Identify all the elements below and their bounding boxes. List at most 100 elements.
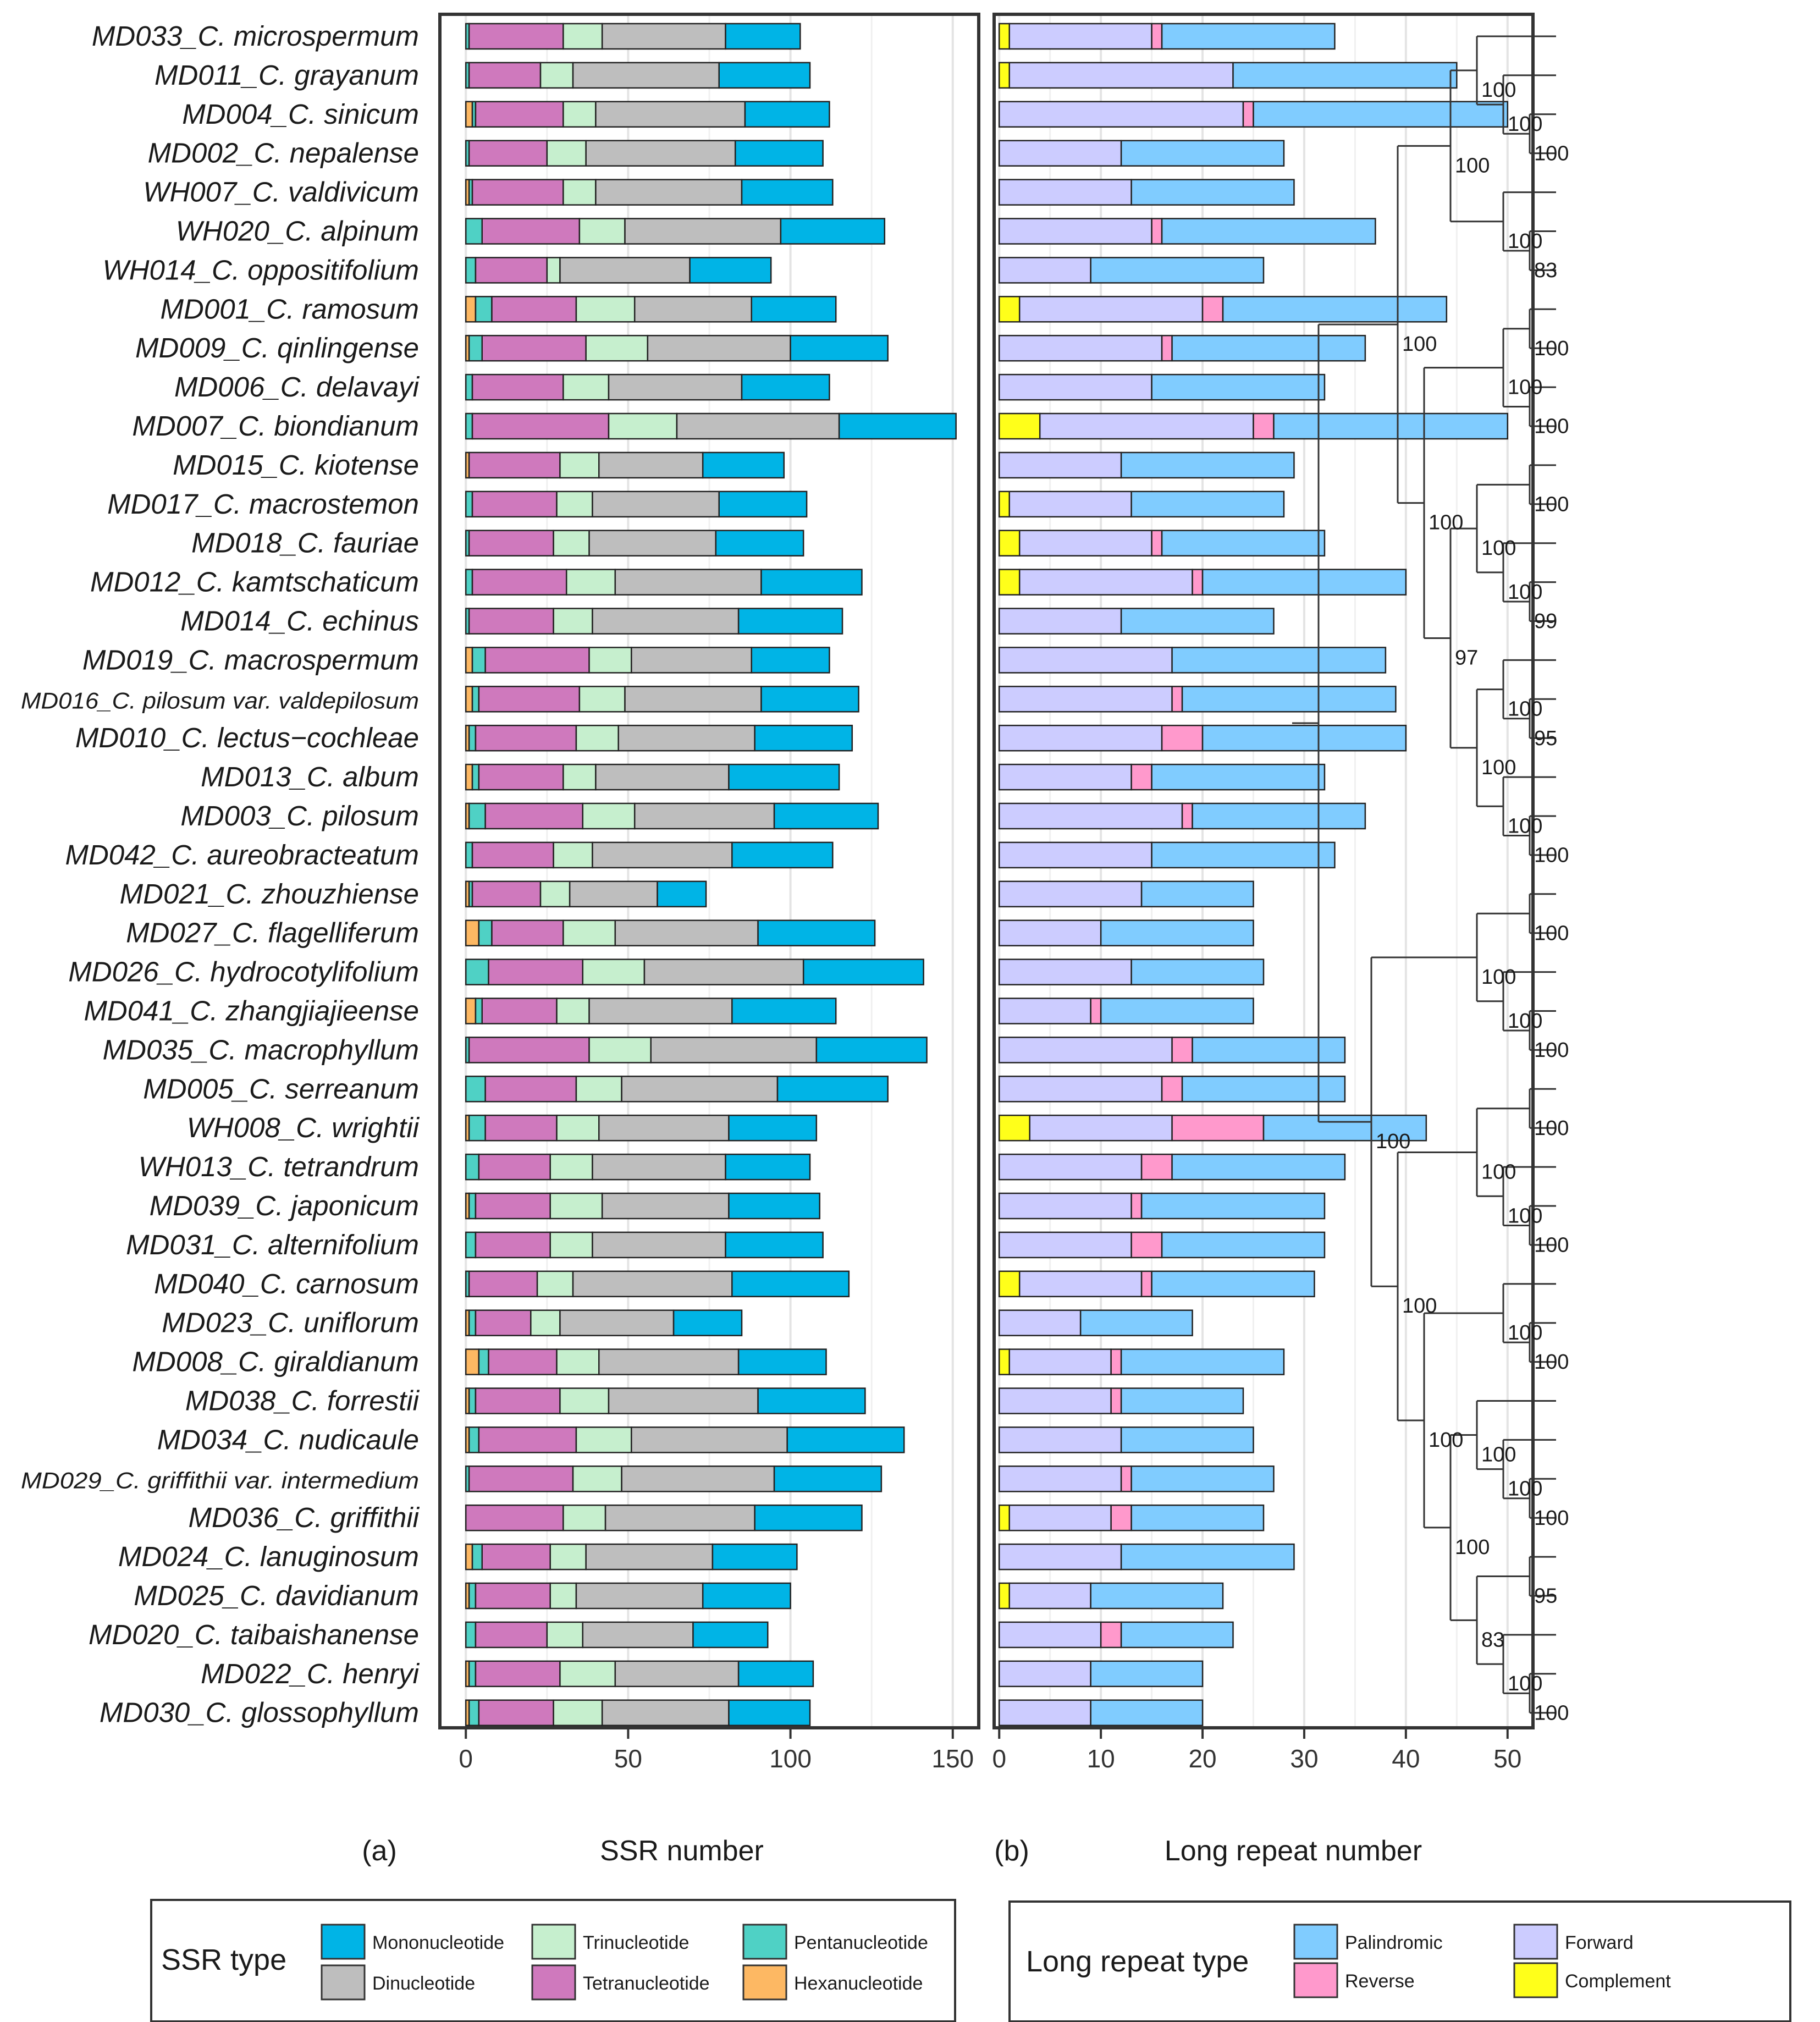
ssr-bar-pentanucleotide-8 — [468, 334, 483, 362]
ssr-bar-tetranucleotide-32 — [468, 1270, 538, 1298]
ssr-bar-tetranucleotide-21 — [471, 841, 554, 869]
ssr-legend-swatch — [321, 1924, 366, 1960]
ssr-bar-pentanucleotide-27 — [465, 1076, 486, 1103]
ssr-bar-tetranucleotide-31 — [475, 1231, 551, 1259]
repeat-bar-forward-8 — [998, 334, 1163, 362]
long-repeat-legend-items: Palindromic Reverse Forward Complement — [1293, 1924, 1671, 1998]
ssr-bar-dinucleotide-15 — [592, 608, 740, 635]
ssr-bar-mononucleotide-31 — [725, 1231, 824, 1259]
repeat-bar-palindromic-15 — [1120, 608, 1275, 635]
ssr-bar-dinucleotide-22 — [569, 880, 658, 908]
repeat-bar-palindromic-2 — [1253, 101, 1509, 128]
repeat-bar-forward-41 — [998, 1621, 1102, 1649]
ssr-bar-dinucleotide-32 — [572, 1270, 733, 1298]
repeat-bar-palindromic-18 — [1201, 724, 1407, 752]
bootstrap-label: 100 — [1481, 966, 1516, 989]
repeat-bar-palindromic-14 — [1201, 569, 1407, 596]
ssr-bar-mononucleotide-23 — [757, 919, 876, 946]
repeat-bar-palindromic-11 — [1120, 451, 1295, 479]
ssr-bar-dinucleotide-4 — [595, 179, 743, 206]
species-label: MD023_C. uniflorum — [162, 1307, 419, 1338]
repeat-bar-complement-34 — [998, 1348, 1010, 1375]
ssr-bar-dinucleotide-28 — [598, 1114, 730, 1142]
ssr-bar-trinucleotide-24 — [582, 958, 646, 985]
ssr-bar-pentanucleotide-16 — [471, 647, 486, 674]
ssr-bar-trinucleotide-40 — [549, 1582, 577, 1610]
ssr-bar-pentanucleotide-28 — [468, 1114, 486, 1142]
repeat-bar-forward-9 — [998, 373, 1152, 401]
ssr-bar-hexanucleotide-7 — [465, 296, 477, 323]
repeat-tick-label: 0 — [992, 1744, 1006, 1773]
ssr-bar-dinucleotide-37 — [621, 1465, 775, 1492]
repeat-bar-reverse-30 — [1130, 1192, 1143, 1220]
repeat-bar-palindromic-8 — [1171, 334, 1366, 362]
ssr-bar-mononucleotide-2 — [744, 101, 830, 128]
repeat-bar-reverse-29 — [1140, 1153, 1173, 1181]
ssr-bar-tetranucleotide-19 — [478, 763, 564, 791]
species-label: MD003_C. pilosum — [180, 800, 419, 831]
repeat-tick-label: 30 — [1290, 1744, 1318, 1773]
ssr-bar-dinucleotide-23 — [614, 919, 759, 946]
ssr-bar-tetranucleotide-34 — [488, 1348, 558, 1375]
ssr-bar-dinucleotide-30 — [601, 1192, 730, 1220]
ssr-bar-dinucleotide-11 — [598, 451, 704, 479]
species-label: MD034_C. nudicaule — [157, 1424, 419, 1455]
ssr-bar-trinucleotide-12 — [556, 491, 593, 518]
species-label: MD007_C. biondianum — [132, 410, 419, 442]
repeat-bar-forward-0 — [1008, 23, 1152, 50]
ssr-bar-mononucleotide-41 — [692, 1621, 769, 1649]
bootstrap-label: 100 — [1508, 230, 1542, 253]
species-label: MD002_C. nepalense — [148, 137, 419, 169]
ssr-bar-tetranucleotide-10 — [471, 412, 610, 440]
repeat-bar-palindromic-1 — [1232, 62, 1458, 89]
long-repeat-legend: Long repeat type Palindromic Reverse Forwa… — [1008, 1900, 1791, 2022]
ssr-bar-pentanucleotide-40 — [468, 1582, 477, 1610]
species-label: MD018_C. fauriae — [191, 527, 419, 559]
panel-a-x-axis-title: SSR number — [600, 1835, 764, 1867]
bootstrap-label: 100 — [1455, 154, 1490, 177]
species-label: MD026_C. hydrocotylifolium — [68, 956, 419, 988]
ssr-bar-hexanucleotide-2 — [465, 101, 473, 128]
repeat-bar-forward-2 — [998, 101, 1244, 128]
ssr-bar-trinucleotide-14 — [565, 569, 616, 596]
ssr-bar-pentanucleotide-20 — [468, 802, 486, 830]
repeat-bar-forward-27 — [998, 1076, 1163, 1103]
repeat-tick-label: 20 — [1188, 1744, 1216, 1773]
species-label: MD027_C. flagelliferum — [126, 917, 419, 949]
ssr-bar-tetranucleotide-33 — [475, 1309, 532, 1336]
repeat-bar-forward-23 — [998, 919, 1102, 946]
species-label: MD008_C. giraldianum — [132, 1346, 419, 1378]
ssr-bar-mononucleotide-36 — [786, 1426, 905, 1453]
ssr-bar-trinucleotide-30 — [549, 1192, 603, 1220]
ssr-bar-mononucleotide-42 — [737, 1660, 814, 1688]
bootstrap-label: 99 — [1534, 610, 1557, 633]
ssr-bar-trinucleotide-5 — [578, 218, 626, 245]
panel-a-bars — [465, 23, 957, 1726]
panel-a-x-axis: 0 50 100 150 — [459, 1729, 974, 1773]
repeat-bar-reverse-14 — [1192, 569, 1204, 596]
ssr-bar-dinucleotide-16 — [631, 647, 752, 674]
species-label: MD011_C. grayanum — [155, 59, 419, 91]
species-label: MD025_C. davidianum — [134, 1580, 419, 1611]
bootstrap-label: 100 — [1534, 1351, 1569, 1374]
species-label: MD019_C. macrospermum — [82, 644, 419, 675]
repeat-bar-palindromic-34 — [1120, 1348, 1285, 1375]
ssr-bar-trinucleotide-19 — [562, 763, 597, 791]
repeat-bar-reverse-2 — [1242, 101, 1254, 128]
ssr-tick-label: 150 — [931, 1744, 974, 1773]
species-label: MD036_C. griffithii — [189, 1502, 420, 1533]
ssr-bar-tetranucleotide-11 — [468, 451, 561, 479]
bootstrap-label: 100 — [1402, 1294, 1437, 1318]
repeat-bar-forward-1 — [1008, 62, 1234, 89]
ssr-bar-pentanucleotide-41 — [465, 1621, 477, 1649]
repeat-bar-complement-32 — [998, 1270, 1021, 1298]
panel-b-x-axis: 0 10 20 30 40 50 — [992, 1729, 1521, 1773]
bootstrap-label: 95 — [1534, 727, 1557, 750]
ssr-bar-trinucleotide-31 — [549, 1231, 593, 1259]
species-label: MD005_C. serreanum — [143, 1073, 419, 1104]
ssr-bar-dinucleotide-21 — [592, 841, 733, 869]
ssr-bar-dinucleotide-27 — [621, 1076, 779, 1103]
ssr-legend-label: Dinucleotide — [372, 1973, 475, 1994]
ssr-bar-dinucleotide-40 — [575, 1582, 704, 1610]
ssr-bar-trinucleotide-9 — [562, 373, 610, 401]
